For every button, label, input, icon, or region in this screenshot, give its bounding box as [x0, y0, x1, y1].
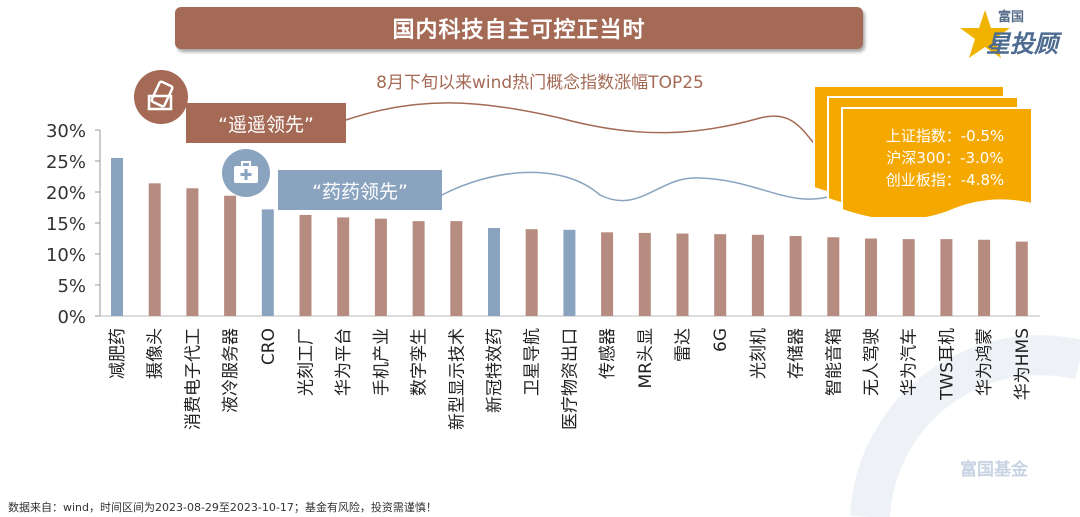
bar-23: [978, 239, 991, 316]
y-tick-label: 20%: [46, 183, 86, 204]
phone-icon-badge: [134, 70, 188, 124]
bar-15: [676, 233, 689, 316]
bar-8: [412, 221, 425, 316]
note-stack: [813, 85, 1033, 217]
star-icon: [960, 10, 1010, 58]
bar-10: [488, 227, 500, 316]
bar-6: [337, 217, 350, 316]
x-tick-label: 6G: [711, 328, 731, 352]
connector-line-2: [441, 171, 836, 202]
x-labels-group: 减肥药 摄像头 消费电子代工 液冷服务器 CRO 光刻工厂 华为平台 手机产业 数字孪生 新型显示…: [108, 328, 1033, 430]
x-tick-label: 智能音箱: [824, 328, 844, 396]
logo-small-text: 富国: [998, 10, 1025, 25]
bar-0: [111, 157, 123, 316]
x-tick-label: 新型显示技术: [447, 328, 467, 430]
y-tick-label: 15%: [46, 214, 86, 235]
bars-group: [111, 157, 1028, 316]
bar-24: [1015, 241, 1028, 316]
x-tick-label: 卫星导航: [523, 328, 543, 396]
callout-pharma-label: “药药领先”: [312, 180, 408, 203]
y-tick-label: 25%: [46, 152, 86, 173]
x-tick-label: 数字孪生: [410, 328, 430, 396]
y-tick-label: 30%: [46, 121, 86, 142]
bar-5: [299, 214, 312, 316]
x-tick-label: 传感器: [598, 328, 618, 379]
bar-3: [224, 195, 237, 316]
bar-22: [940, 239, 953, 316]
bar-19: [827, 237, 840, 316]
watermark-arc: [850, 335, 1080, 517]
note-line-csi300: 沪深300：-3.0%: [886, 148, 1004, 167]
bar-1: [148, 183, 161, 316]
x-tick-label: 华为平台: [334, 328, 354, 396]
bar-12: [563, 229, 576, 316]
y-tick-label: 10%: [46, 245, 86, 266]
x-tick-label: 医疗物资出口: [560, 328, 580, 430]
banner-title: 国内科技自主可控正当时: [392, 18, 646, 43]
bar-18: [789, 236, 802, 316]
watermark-text: 富国基金: [960, 460, 1028, 480]
footer-source: 数据来自：wind，时间区间为2023-08-29至2023-10-17；基金有…: [8, 501, 437, 514]
x-tick-label: 新冠特效药: [485, 328, 505, 413]
x-tick-label: 光刻工厂: [297, 328, 317, 396]
bar-17: [751, 234, 764, 316]
phone-icon: [147, 80, 174, 111]
bar-7: [374, 218, 387, 316]
x-tick-label: 存储器: [787, 328, 807, 379]
logo-brand-text: 星投顾: [986, 30, 1058, 58]
callout-pharma: “药药领先”: [278, 170, 442, 210]
x-tick-label: 摄像头: [146, 328, 166, 379]
x-tick-label: 手机产业: [372, 328, 392, 396]
medkit-icon: [234, 161, 258, 183]
callout-tech-label: “遥遥领先”: [218, 113, 314, 136]
bar-11: [525, 229, 538, 316]
bar-2: [186, 188, 199, 316]
callout-tech: “遥遥领先”: [186, 103, 346, 143]
brand-logo: 富国 星投顾: [960, 4, 1070, 64]
x-tick-label: 华为HMS: [1013, 328, 1033, 400]
x-tick-label: 液冷服务器: [221, 328, 241, 413]
bar-13: [601, 232, 614, 316]
bar-16: [714, 234, 727, 316]
x-tick-label: 消费电子代工: [183, 328, 203, 430]
index-note: 上证指数：-0.5% 沪深300：-3.0% 创业板指：-4.8%: [845, 110, 1045, 205]
chart-title: 8月下旬以来wind热门概念指数涨幅TOP25: [376, 73, 704, 93]
x-tick-label: MR头显: [636, 328, 656, 388]
x-tick-label: 光刻机: [749, 328, 769, 379]
x-tick-label: 雷达: [674, 328, 694, 362]
y-tick-label: 5%: [57, 276, 86, 297]
bar-14: [638, 232, 651, 316]
x-tick-label: 华为汽车: [900, 328, 920, 396]
y-tick-label: 0%: [57, 307, 86, 328]
bar-21: [902, 239, 915, 316]
note-line-sse: 上证指数：-0.5%: [885, 126, 1005, 145]
x-tick-label: 华为鸿蒙: [975, 328, 995, 396]
connector-line-1: [345, 102, 831, 161]
bar-20: [865, 238, 877, 316]
x-tick-label: 无人驾驶: [862, 328, 882, 396]
x-tick-label: CRO: [259, 328, 279, 365]
x-tick-label: TWS耳机: [937, 328, 957, 401]
title-banner: 国内科技自主可控正当时: [175, 7, 863, 49]
bar-4: [261, 209, 274, 316]
medkit-icon-badge: [222, 149, 270, 197]
note-line-chinext: 创业板指：-4.8%: [885, 170, 1005, 189]
x-tick-label: 减肥药: [108, 328, 128, 379]
bar-9: [450, 221, 463, 316]
